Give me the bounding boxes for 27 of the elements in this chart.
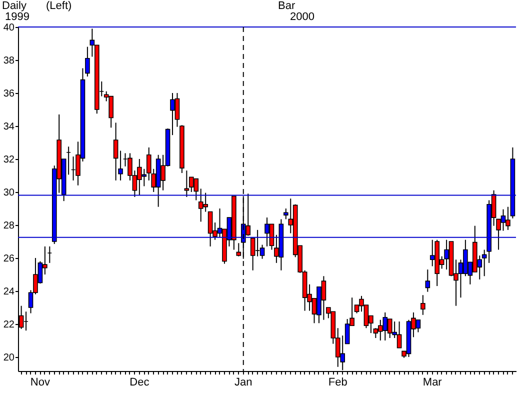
y-tick-label: 34 <box>3 121 15 132</box>
candlestick <box>260 244 265 260</box>
x-tick-label: Feb <box>328 376 348 388</box>
y-tick-label: 22 <box>3 319 15 330</box>
candlestick <box>250 238 256 271</box>
x-tick-label: Dec <box>130 376 150 388</box>
y-tick-label: 38 <box>3 56 15 66</box>
y-tick-label: 32 <box>3 154 15 166</box>
text: Daily <box>2 0 26 12</box>
x-tick-label: Nov <box>30 376 50 388</box>
candlestick <box>420 294 426 316</box>
y-tick-label: 36 <box>3 88 15 100</box>
y-tick-label: 24 <box>3 286 15 298</box>
text: 2000 <box>290 11 314 23</box>
y-tick-label: 40 <box>3 22 15 34</box>
text: 1999 <box>5 11 30 23</box>
y-tick-label: 28 <box>3 220 15 232</box>
x-tick-label: Jan <box>234 376 252 388</box>
candlestick <box>236 242 242 257</box>
y-tick-label: 20 <box>3 352 15 364</box>
x-tick-label: Mar <box>422 376 442 388</box>
y-tick-label: 30 <box>3 187 15 198</box>
text: (Left) <box>46 0 72 12</box>
candlestick <box>85 46 90 77</box>
text: Bar <box>278 0 296 12</box>
y-tick-label: 26 <box>3 253 15 264</box>
candlestick <box>425 269 430 292</box>
